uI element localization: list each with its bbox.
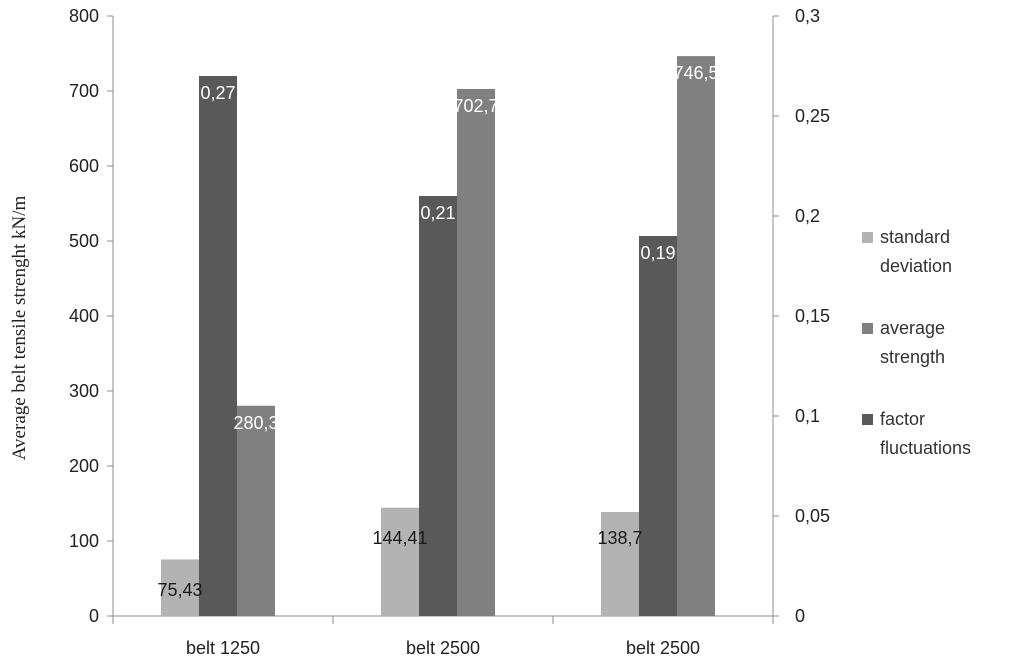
data-labels: 75,43 144,41 138,7 0,27 0,21 0,19 280,3 702,7 74…	[157, 63, 718, 600]
y-tick-label: 500	[69, 231, 99, 251]
data-label: 746,5	[673, 63, 718, 83]
data-label: 138,7	[597, 528, 642, 548]
bar	[381, 507, 419, 616]
data-label: 0,19	[640, 243, 675, 263]
data-label: 0,21	[420, 203, 455, 223]
legend-label: average	[880, 318, 945, 338]
legend-swatch	[862, 323, 873, 334]
data-label: 144,41	[372, 528, 427, 548]
y2-tick-label: 0,05	[795, 506, 830, 526]
y-tick-label: 600	[69, 156, 99, 176]
y2-tick-label: 0,15	[795, 306, 830, 326]
bars	[161, 56, 715, 617]
legend-label: fluctuations	[880, 438, 971, 458]
legend-swatch	[862, 414, 873, 425]
bar	[161, 559, 199, 616]
x-tick-label: belt 2500	[406, 638, 480, 658]
legend: standard deviation average strength factor f…	[862, 227, 971, 458]
bar	[677, 56, 715, 616]
y-tick-label: 800	[69, 6, 99, 26]
y2-tick-label: 0,1	[795, 406, 820, 426]
y-tick-label: 200	[69, 456, 99, 476]
y-axis-title: Average belt tensile strenght kN/m	[9, 196, 30, 461]
y-tick-label: 300	[69, 381, 99, 401]
bar	[457, 88, 495, 617]
y2-tick-label: 0,2	[795, 206, 820, 226]
bar	[601, 511, 639, 616]
axes: 0 100 200 300 400 500 600 700 800 0 0,05 0,1 0,15 0,2…	[9, 6, 830, 658]
legend-label: strength	[880, 347, 945, 367]
bar	[639, 236, 677, 616]
y-tick-label: 700	[69, 81, 99, 101]
data-label: 75,43	[157, 580, 202, 600]
data-label: 0,27	[200, 83, 235, 103]
y2-tick-label: 0,25	[795, 106, 830, 126]
x-tick-label: belt 1250	[186, 638, 260, 658]
data-label: 702,7	[453, 96, 498, 116]
bar	[199, 76, 237, 616]
legend-label: standard	[880, 227, 950, 247]
legend-label: factor	[880, 409, 925, 429]
x-tick-label: belt 2500	[626, 638, 700, 658]
y2-tick-label: 0	[795, 606, 805, 626]
y2-tick-label: 0,3	[795, 6, 820, 26]
y-tick-label: 400	[69, 306, 99, 326]
y-tick-label: 100	[69, 531, 99, 551]
y-tick-label: 0	[89, 606, 99, 626]
data-label: 280,3	[233, 413, 278, 433]
legend-swatch	[862, 232, 873, 243]
bar	[419, 196, 457, 616]
bar	[237, 405, 275, 616]
legend-label: deviation	[880, 256, 952, 276]
